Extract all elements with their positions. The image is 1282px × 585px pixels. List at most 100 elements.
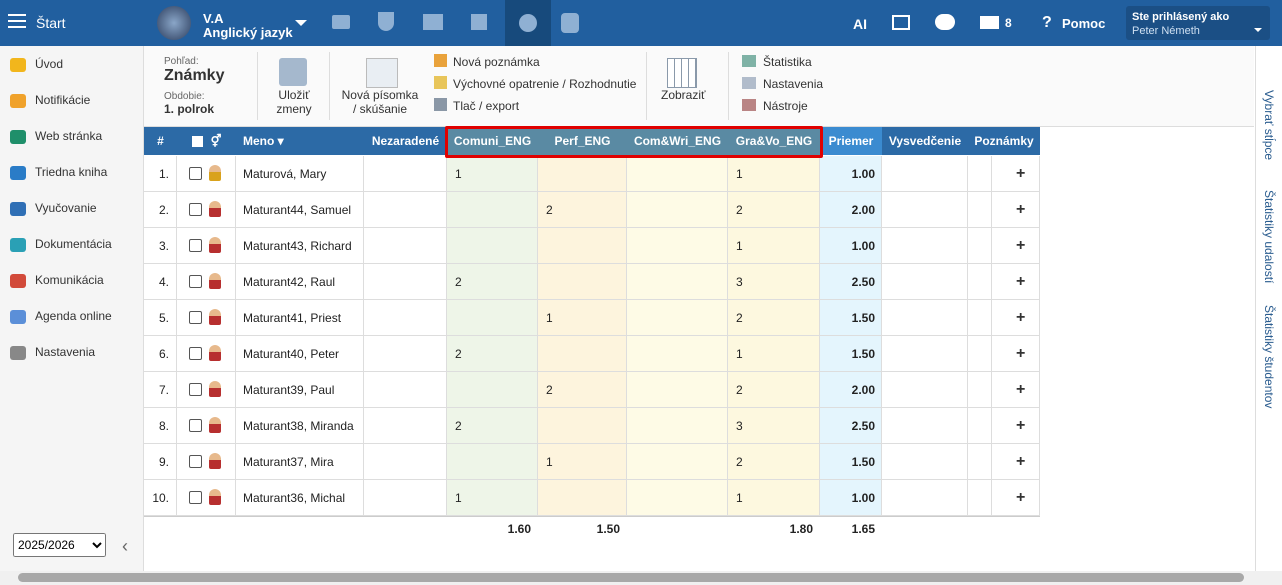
student-name[interactable]: Maturant37, Mira <box>243 455 334 469</box>
add-note[interactable]: + <box>1016 453 1026 470</box>
show[interactable]: Zobraziť <box>661 88 706 102</box>
help[interactable]: Pomoc <box>1062 16 1106 31</box>
column-header[interactable]: Nezaradené <box>364 127 447 155</box>
column-header[interactable]: Meno ▾ <box>236 127 364 155</box>
side-tab[interactable]: Štatistiky študentov <box>1262 305 1276 409</box>
bank-icon[interactable] <box>423 14 443 30</box>
add-note[interactable]: + <box>1016 345 1026 362</box>
grade[interactable]: 3 <box>736 275 743 289</box>
add-note[interactable]: + <box>1016 417 1026 434</box>
class-name[interactable]: V.A <box>203 11 224 26</box>
new-note[interactable]: Nová poznámka <box>453 55 540 69</box>
grade[interactable]: 1 <box>546 455 553 469</box>
grade[interactable]: 1 <box>736 167 743 181</box>
row-checkbox[interactable] <box>189 167 202 180</box>
student-name[interactable]: Maturant41, Priest <box>243 311 342 325</box>
mail-icon[interactable] <box>980 16 999 29</box>
chart-icon[interactable] <box>471 14 487 30</box>
grade[interactable]: 2 <box>455 419 462 433</box>
row-checkbox[interactable] <box>189 383 202 396</box>
row-checkbox[interactable] <box>189 347 202 360</box>
grade[interactable]: 2 <box>546 383 553 397</box>
measure[interactable]: Výchovné opatrenie / Rozhodnutie <box>453 77 637 91</box>
grade[interactable]: 1 <box>736 347 743 361</box>
add-note[interactable]: + <box>1016 273 1026 290</box>
subject[interactable]: Anglický jazyk <box>203 25 293 40</box>
add-note[interactable]: + <box>1016 201 1026 218</box>
row-checkbox[interactable] <box>189 419 202 432</box>
grade[interactable]: 2 <box>546 203 553 217</box>
add-note[interactable]: + <box>1016 237 1026 254</box>
nav-item[interactable]: Dokumentácia <box>35 237 112 251</box>
row-checkbox[interactable] <box>189 275 202 288</box>
new-test[interactable]: Nová písomka / skúšanie <box>341 88 419 116</box>
grade[interactable]: 2 <box>736 455 743 469</box>
row-checkbox[interactable] <box>189 455 202 468</box>
side-tab[interactable]: Štatistiky udalostí <box>1262 190 1276 284</box>
cast-icon[interactable] <box>892 15 910 30</box>
row-checkbox[interactable] <box>189 239 202 252</box>
save[interactable]: Uložiť zmeny <box>276 88 312 116</box>
grade[interactable]: 1 <box>455 491 462 505</box>
grade[interactable]: 2 <box>455 347 462 361</box>
briefcase-icon[interactable] <box>332 15 350 29</box>
side-tab[interactable]: Vybrať stĺpce <box>1262 90 1276 161</box>
shield-icon[interactable] <box>378 12 394 31</box>
column-header[interactable]: Vysvedčenie <box>882 127 968 155</box>
tools[interactable]: Nástroje <box>763 99 808 113</box>
test-icon[interactable] <box>366 58 398 88</box>
row-checkbox[interactable] <box>189 491 202 504</box>
scrollbar[interactable] <box>0 571 1282 585</box>
add-note[interactable]: + <box>1016 381 1026 398</box>
nav-item[interactable]: Komunikácia <box>35 273 104 287</box>
add-note[interactable]: + <box>1016 165 1026 182</box>
student-name[interactable]: Maturant42, Raul <box>243 275 336 289</box>
print[interactable]: Tlač / export <box>453 99 520 113</box>
grade[interactable]: 1 <box>736 491 743 505</box>
column-header[interactable]: # <box>144 127 177 155</box>
grade[interactable]: 1 <box>455 167 462 181</box>
nav-item[interactable]: Nastavenia <box>35 345 96 359</box>
nav-item[interactable]: Triedna kniha <box>35 165 108 179</box>
column-header[interactable]: Comuni_ENG <box>447 127 538 155</box>
view[interactable]: Známky <box>164 67 225 84</box>
start[interactable]: Štart <box>36 15 66 31</box>
student-name[interactable]: Maturant36, Michal <box>243 491 346 505</box>
student-name[interactable]: Maturová, Mary <box>243 167 327 181</box>
row-checkbox[interactable] <box>189 311 202 324</box>
column-header[interactable]: Gra&Vo_ENG <box>728 127 820 155</box>
row-checkbox[interactable] <box>189 203 202 216</box>
grade[interactable]: 1 <box>736 239 743 253</box>
show-icon[interactable] <box>667 58 697 88</box>
add-note[interactable]: + <box>1016 309 1026 326</box>
collapse[interactable]: ‹ <box>122 536 128 556</box>
menu-icon[interactable] <box>8 14 26 16</box>
grade[interactable]: 2 <box>736 311 743 325</box>
nav-item[interactable]: Notifikácie <box>35 93 91 107</box>
student-name[interactable]: Maturant40, Peter <box>243 347 340 361</box>
grade[interactable]: 2 <box>455 275 462 289</box>
nav-item[interactable]: Web stránka <box>35 129 103 143</box>
column-header[interactable]: Priemer <box>820 127 882 155</box>
nav-item[interactable]: Vyučovanie <box>35 201 97 215</box>
user-box[interactable]: Ste prihlásený ako Peter Németh <box>1126 6 1270 40</box>
period[interactable]: 1. polrok <box>164 102 215 116</box>
settings[interactable]: Nastavenia <box>763 77 824 91</box>
active-tab[interactable] <box>505 0 551 46</box>
grade[interactable]: 2 <box>736 203 743 217</box>
walk-icon[interactable] <box>561 13 579 33</box>
nav-item[interactable]: Úvod <box>35 57 64 71</box>
year-select[interactable]: 2025/2026 <box>13 533 106 557</box>
column-header[interactable]: Perf_ENG <box>538 127 627 155</box>
chat-icon[interactable] <box>935 14 955 30</box>
grade[interactable]: 3 <box>736 419 743 433</box>
nav-item[interactable]: Agenda online <box>35 309 112 323</box>
student-name[interactable]: Maturant38, Miranda <box>243 419 354 433</box>
grade[interactable]: 1 <box>546 311 553 325</box>
column-header[interactable]: ⚥ <box>177 127 236 155</box>
student-name[interactable]: Maturant44, Samuel <box>243 203 352 217</box>
grade[interactable]: 2 <box>736 383 743 397</box>
column-header[interactable]: Poznámky <box>968 127 1040 155</box>
student-name[interactable]: Maturant43, Richard <box>243 239 352 253</box>
ai[interactable]: AI <box>853 16 867 32</box>
